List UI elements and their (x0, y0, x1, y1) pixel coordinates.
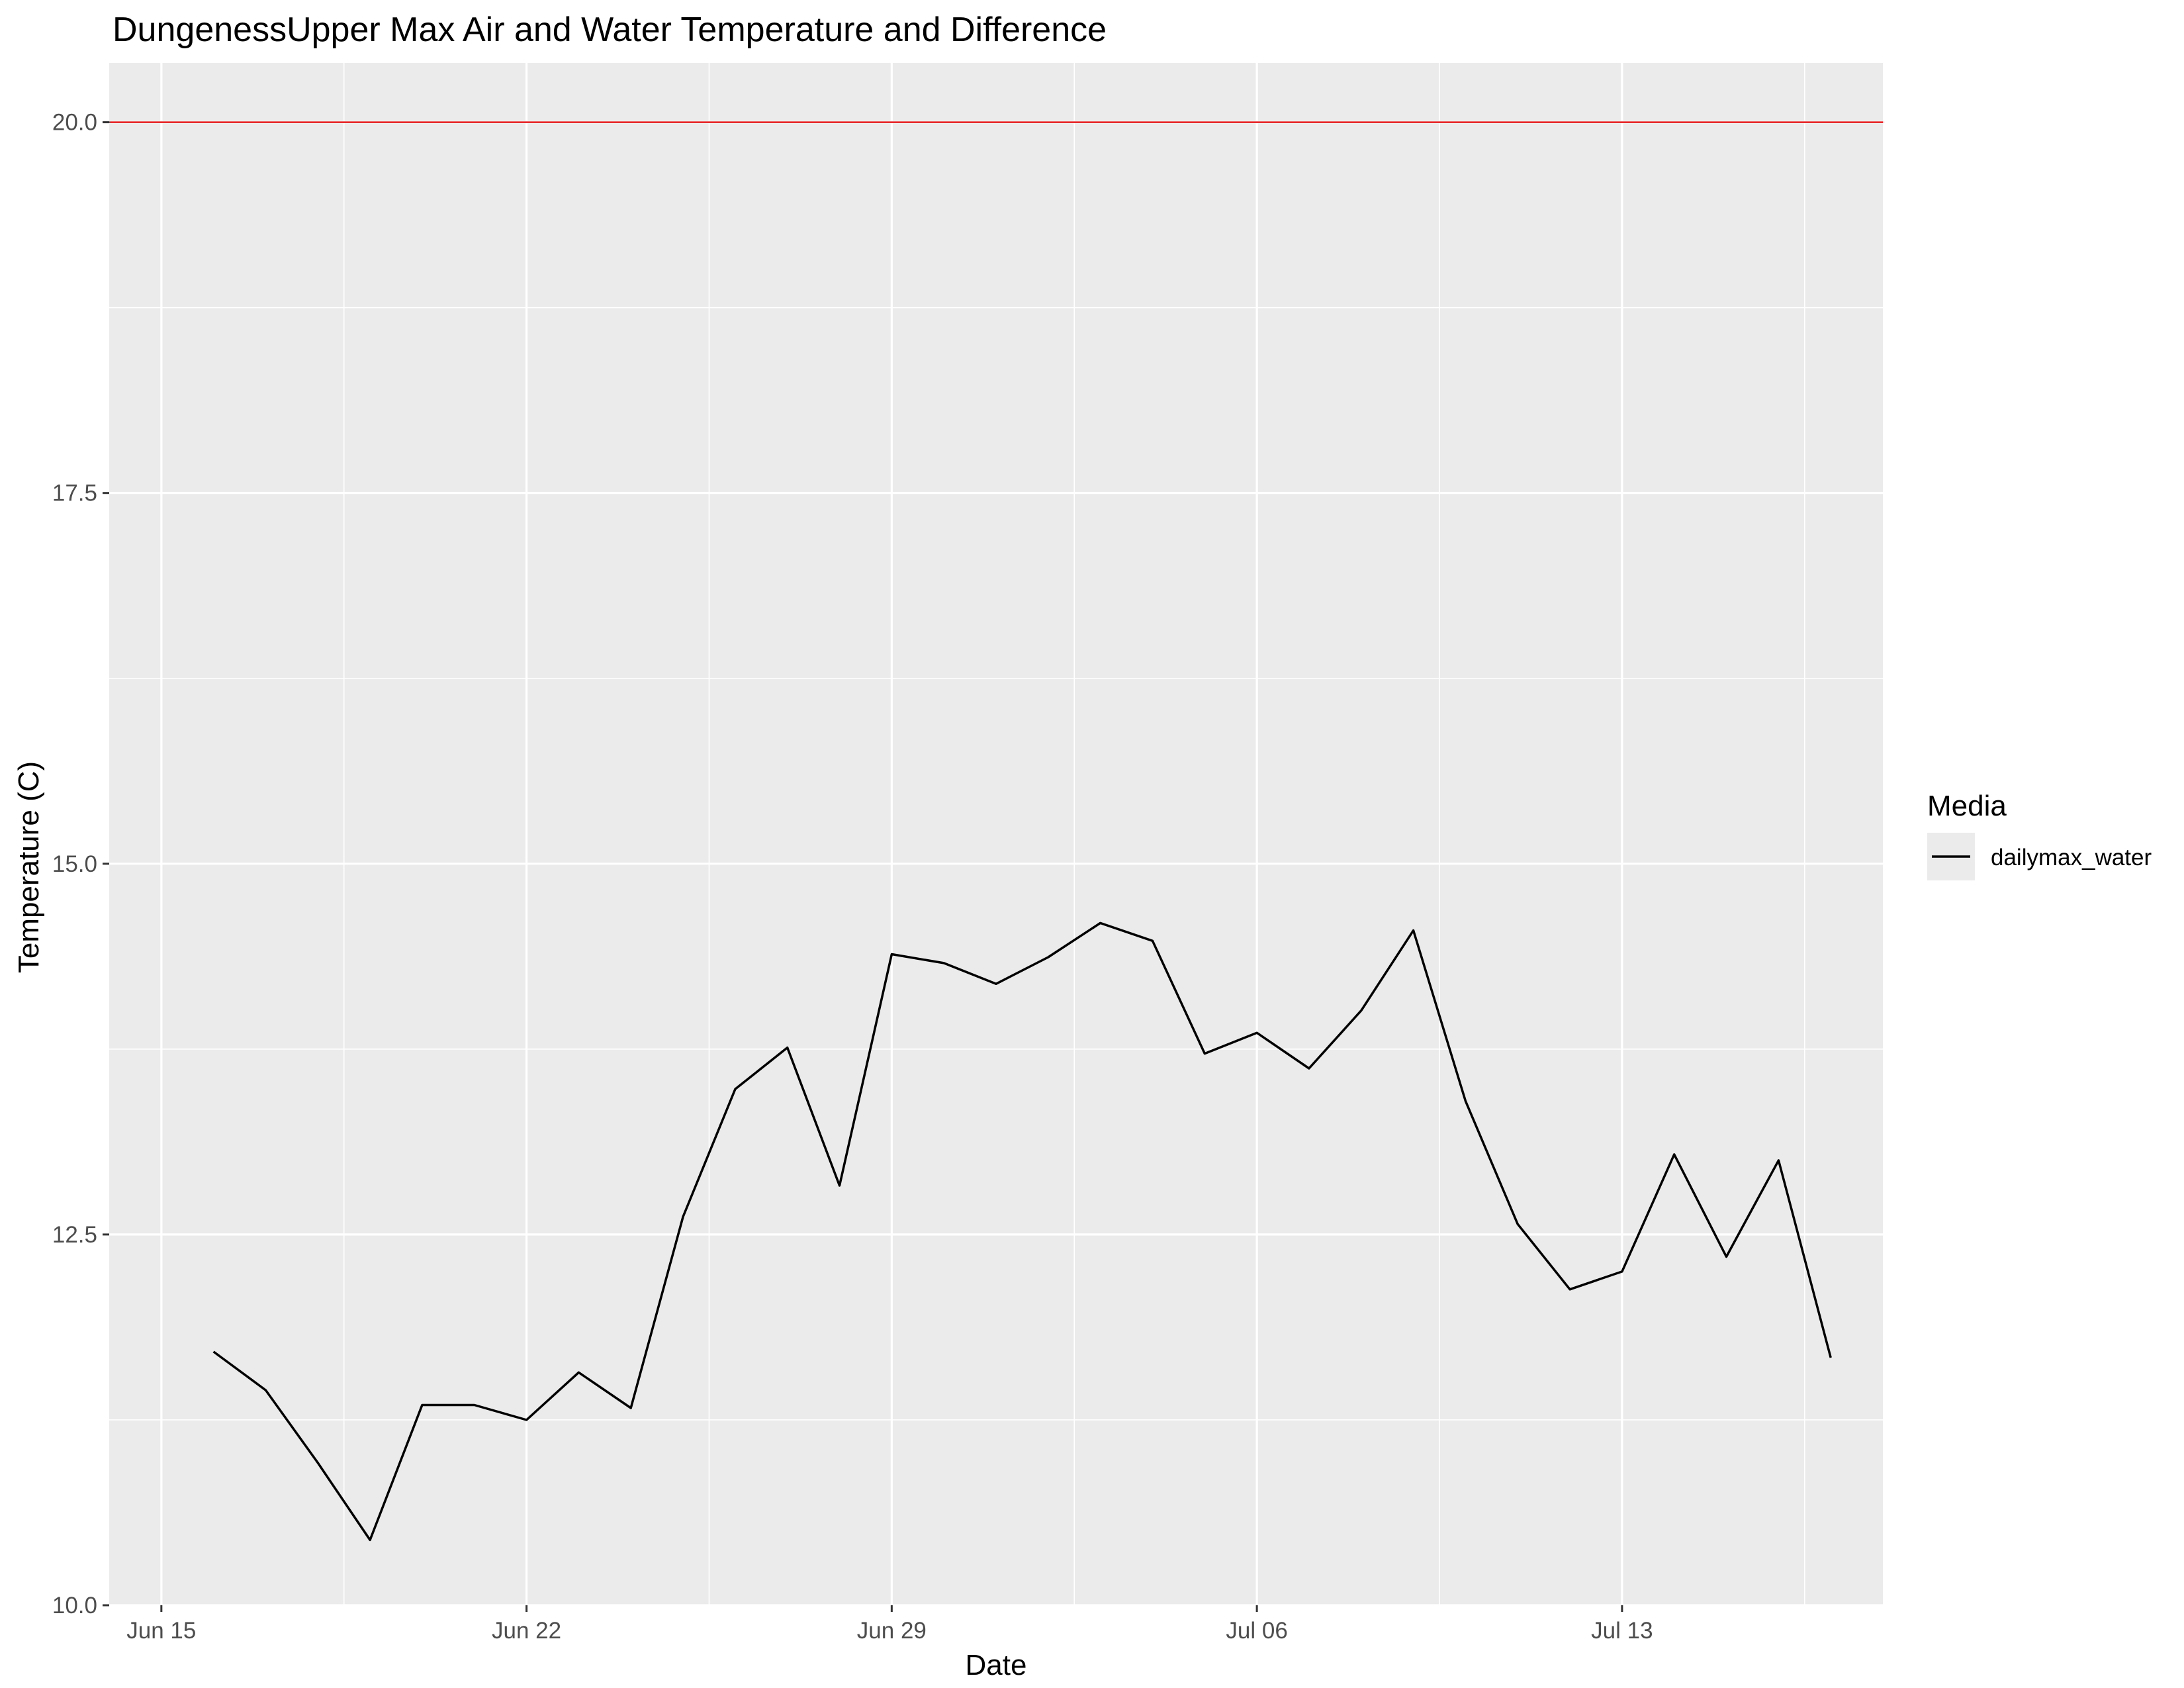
data-point (994, 982, 998, 986)
y-axis-title: Temperature (C) (13, 761, 45, 973)
data-point (786, 1046, 790, 1050)
data-point (942, 961, 946, 965)
data-point (525, 1418, 529, 1422)
x-tick-label: Jun 15 (126, 1618, 196, 1644)
chart-title: DungenessUpper Max Air and Water Tempera… (113, 11, 1107, 49)
series-line-dailymax-water (212, 921, 1832, 1542)
data-point (1203, 1052, 1206, 1056)
series-layer (212, 921, 1833, 1542)
data-point (1568, 1288, 1572, 1291)
data-point (263, 1388, 267, 1392)
data-point (420, 1403, 424, 1407)
x-tick-label: Jun 22 (492, 1618, 561, 1644)
minor-gridlines (109, 63, 1883, 1605)
x-tick-label: Jul 06 (1226, 1618, 1287, 1644)
legend-label-dailymax-water: dailymax_water (1991, 845, 2152, 870)
y-tick-label: 10.0 (52, 1593, 97, 1618)
legend: Media dailymax_water (1927, 790, 2152, 880)
x-axis-title: Date (966, 1649, 1027, 1681)
data-point (1412, 929, 1416, 933)
y-tick-label: 20.0 (52, 110, 97, 136)
data-point (1255, 1031, 1259, 1035)
y-axis: 10.0 12.5 15.0 17.5 20.0 (52, 110, 109, 1618)
data-point (1829, 1356, 1833, 1360)
data-point (1672, 1152, 1676, 1156)
data-point (733, 1087, 737, 1091)
data-point (473, 1403, 477, 1407)
data-point (212, 1350, 216, 1354)
y-tick-label: 12.5 (52, 1222, 97, 1248)
data-point (368, 1538, 372, 1542)
data-point (1776, 1158, 1780, 1162)
data-point (316, 1461, 320, 1465)
x-tick-label: Jun 29 (857, 1618, 927, 1644)
y-tick-label: 15.0 (52, 851, 97, 877)
data-point (1620, 1270, 1624, 1274)
y-tick-label: 17.5 (52, 481, 97, 506)
x-axis: Jun 15 Jun 22 Jun 29 Jul 06 Jul 13 (126, 1605, 1653, 1644)
data-point (1725, 1255, 1729, 1259)
data-point (838, 1184, 842, 1188)
data-point (1463, 1099, 1467, 1103)
data-point (576, 1370, 580, 1374)
data-point (629, 1406, 633, 1410)
data-point (889, 952, 893, 956)
data-point (1099, 921, 1103, 925)
plot-panel (109, 63, 1883, 1605)
data-point (1359, 1009, 1363, 1013)
data-point (1307, 1066, 1311, 1070)
data-point (681, 1215, 685, 1219)
x-tick-label: Jul 13 (1591, 1618, 1653, 1644)
data-point (1046, 955, 1050, 959)
data-point (1150, 939, 1154, 943)
data-point (1516, 1222, 1520, 1226)
legend-title: Media (1927, 790, 2007, 822)
